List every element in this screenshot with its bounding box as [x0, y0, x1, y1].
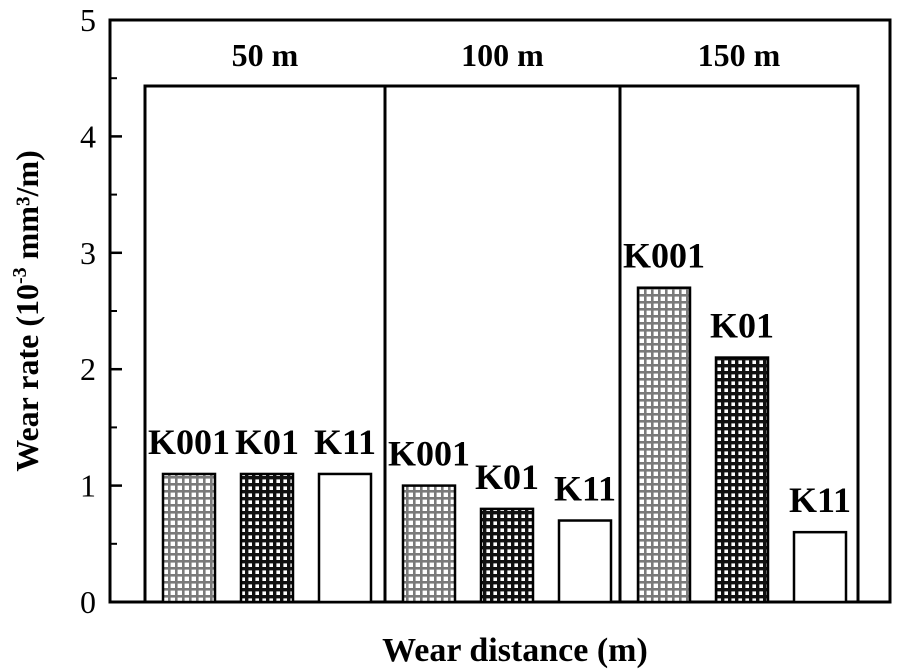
bar-label: K11 [554, 469, 616, 509]
y-tick-label: 5 [80, 2, 96, 38]
bar-k01 [479, 507, 535, 604]
bar-label: K11 [789, 480, 851, 520]
bar-k11 [792, 530, 848, 604]
y-axis-title-sup: -3 [9, 267, 31, 284]
bar-label: K001 [623, 236, 705, 276]
bar-k11 [317, 472, 373, 604]
bar-group [161, 286, 848, 604]
group-label: 150 m [698, 37, 781, 73]
y-tick-label: 3 [80, 235, 96, 271]
group-label: 100 m [461, 37, 544, 73]
bar-k01 [239, 472, 295, 604]
bar-label: K01 [235, 422, 299, 462]
bar-k001 [401, 484, 457, 604]
bar-k001 [161, 472, 217, 604]
bar-k01 [714, 356, 770, 604]
bar-label: K01 [710, 306, 774, 346]
bar-label: K001 [148, 422, 230, 462]
bar-label: K01 [475, 457, 539, 497]
y-axis: 0 1 2 3 4 5 [80, 2, 122, 620]
bar-label: K001 [388, 434, 470, 474]
y-axis-title-rest: mm³/m) [9, 150, 45, 267]
bar-k11 [557, 519, 613, 604]
y-tick-label: 4 [80, 118, 96, 154]
y-axis-title: Wear rate (10-3 mm³/m) [9, 150, 45, 472]
y-tick-label: 1 [80, 468, 96, 504]
group-label: 50 m [232, 37, 299, 73]
y-tick-label: 2 [80, 351, 96, 387]
bar-label: K11 [314, 422, 376, 462]
bar-k001 [636, 286, 692, 604]
x-axis-title: Wear distance (m) [382, 632, 648, 669]
y-axis-title-main: Wear rate (10 [9, 284, 45, 472]
y-tick-label: 0 [80, 584, 96, 620]
